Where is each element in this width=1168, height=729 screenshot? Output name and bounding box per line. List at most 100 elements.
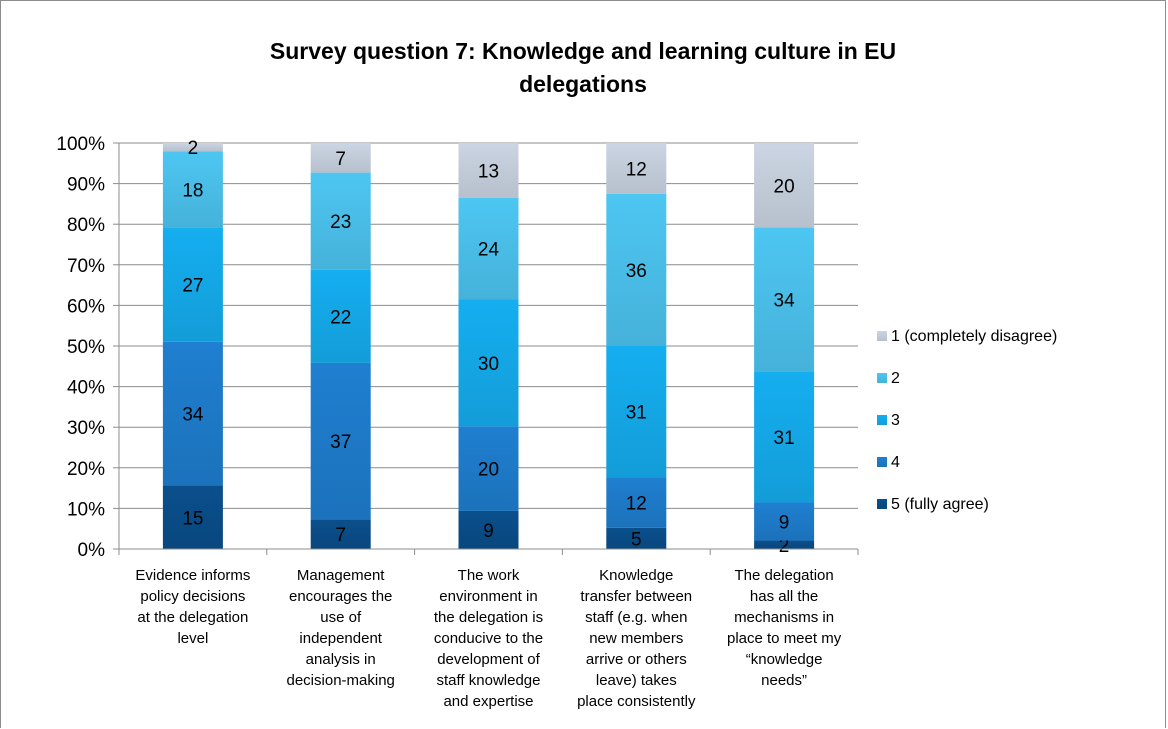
legend-swatch xyxy=(877,415,887,425)
x-tick-label: staff knowledge xyxy=(437,672,541,689)
legend-label: 1 (completely disagree) xyxy=(891,328,1057,345)
data-label: 20 xyxy=(478,460,499,481)
y-tick-label: 30% xyxy=(67,418,105,439)
x-tick-label: the delegation is xyxy=(434,609,543,626)
x-tick-label: The delegation xyxy=(734,567,833,584)
data-label: 9 xyxy=(779,513,790,534)
x-tick-label: staff (e.g. when xyxy=(585,609,687,626)
data-label: 2 xyxy=(779,536,790,557)
bars: 1534271827372223792030241351231361229313… xyxy=(162,138,815,557)
data-label: 13 xyxy=(478,161,499,182)
x-tick-label: analysis in xyxy=(306,651,376,668)
legend-label: 4 xyxy=(891,454,900,471)
bar-segment xyxy=(310,362,371,520)
legend-swatch xyxy=(877,331,887,341)
data-label: 7 xyxy=(335,149,346,170)
y-tick-label: 100% xyxy=(56,134,105,155)
x-tick-label: Management xyxy=(297,567,385,584)
legend-label: 5 (fully agree) xyxy=(891,496,989,513)
x-tick-label: conducive to the xyxy=(434,630,543,647)
data-label: 20 xyxy=(774,176,795,197)
bar-segment xyxy=(310,143,371,173)
x-tick-label: independent xyxy=(299,630,382,647)
bar-segment xyxy=(458,426,519,511)
x-tick-label: Knowledge xyxy=(599,567,673,584)
x-axis: Evidence informs policy decisions at the d… xyxy=(118,548,859,710)
bar-segment xyxy=(606,143,667,194)
x-tick-label: mechanisms in xyxy=(734,609,834,626)
bar-segment xyxy=(458,197,519,300)
bar-segment xyxy=(754,371,815,503)
data-label: 12 xyxy=(626,159,647,180)
legend-swatch xyxy=(877,457,887,467)
bar-segment xyxy=(162,341,223,486)
y-tick-label: 0% xyxy=(78,540,106,561)
x-tick-label: environment in xyxy=(439,588,537,605)
bar-segment xyxy=(606,477,667,528)
x-tick-label: decision-making xyxy=(287,672,395,689)
y-tick-label: 70% xyxy=(67,256,105,277)
data-label: 7 xyxy=(335,525,346,546)
bar-segment xyxy=(606,346,667,478)
x-tick-label: has all the xyxy=(750,588,818,605)
x-tick-label: place to meet my xyxy=(727,630,842,647)
chart-title-line: delegations xyxy=(519,71,647,97)
x-tick-label: development of xyxy=(437,651,540,668)
data-label: 31 xyxy=(626,403,647,424)
x-tick-label: “knowledge xyxy=(746,651,823,668)
x-tick-label: The work xyxy=(458,567,520,584)
x-tick-label: needs” xyxy=(761,672,807,689)
x-tick-label: and expertise xyxy=(443,693,533,710)
data-label: 24 xyxy=(478,240,500,261)
bar-segment xyxy=(458,143,519,198)
bar-segment xyxy=(310,519,371,549)
data-label: 31 xyxy=(774,428,795,449)
bar-segment xyxy=(754,540,815,549)
y-tick-label: 40% xyxy=(67,378,105,399)
data-label: 9 xyxy=(483,521,494,542)
bar-segment xyxy=(310,172,371,270)
y-tick-label: 80% xyxy=(67,215,105,236)
data-label: 2 xyxy=(188,138,199,159)
bar-segment xyxy=(162,143,223,152)
chart-title: Survey question 7: Knowledge and learnin… xyxy=(270,38,896,97)
x-tick-label: level xyxy=(177,630,208,647)
x-tick-label: place consistently xyxy=(577,693,696,710)
x-tick-label: encourages the xyxy=(289,588,392,605)
x-tick-label: transfer between xyxy=(580,588,692,605)
data-label: 5 xyxy=(631,529,642,550)
bar-segment xyxy=(310,269,371,363)
legend-swatch xyxy=(877,373,887,383)
legend-swatch xyxy=(877,499,887,509)
bar-segment xyxy=(754,143,815,228)
legend-label: 3 xyxy=(891,412,900,429)
chart-title-line: Survey question 7: Knowledge and learnin… xyxy=(270,38,896,64)
bar-segment xyxy=(162,151,223,228)
data-label: 34 xyxy=(774,290,796,311)
x-tick-label: at the delegation xyxy=(137,609,248,626)
data-label: 30 xyxy=(478,354,499,375)
x-tick-label: arrive or others xyxy=(586,651,687,668)
bar-segment xyxy=(754,502,815,541)
legend: 1 (completely disagree) 2 3 4 5 (fully agree… xyxy=(877,328,1057,513)
data-label: 18 xyxy=(182,181,203,202)
y-tick-label: 20% xyxy=(67,459,105,480)
x-tick-label: policy decisions xyxy=(140,588,245,605)
x-tick-label: use of xyxy=(320,609,362,626)
x-tick-label: leave) takes xyxy=(596,672,677,689)
data-label: 27 xyxy=(182,276,203,297)
bar-segment xyxy=(458,510,519,549)
data-label: 37 xyxy=(330,432,351,453)
data-label: 22 xyxy=(330,307,351,328)
bar-segment xyxy=(606,193,667,346)
data-label: 12 xyxy=(626,493,647,514)
data-label: 23 xyxy=(330,212,351,233)
legend-label: 2 xyxy=(891,370,900,387)
data-label: 36 xyxy=(626,261,647,282)
data-label: 34 xyxy=(182,405,204,426)
bar-segment xyxy=(606,527,667,549)
bar-segment xyxy=(162,485,223,549)
bar-segment xyxy=(754,227,815,372)
